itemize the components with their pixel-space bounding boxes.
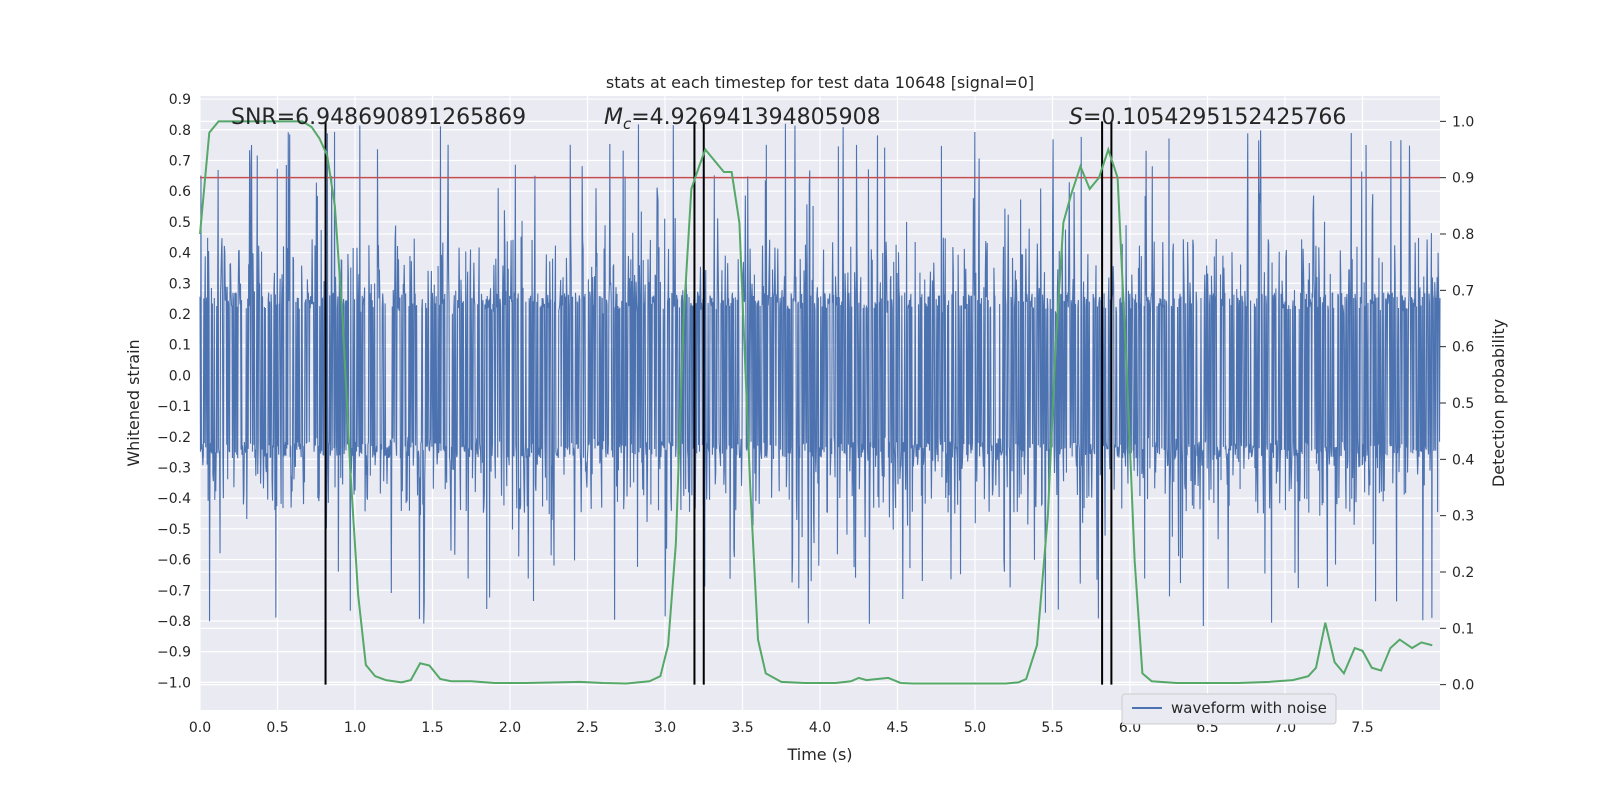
s-symbol: S [1069, 105, 1083, 130]
x-tick-label: 0.5 [266, 720, 288, 736]
noise-waveform-line [199, 123, 1441, 627]
y-tick-label: −0.7 [157, 583, 191, 599]
y-right-tick-label: 0.5 [1452, 396, 1474, 412]
y-right-tick-label: 0.1 [1452, 621, 1474, 637]
x-tick-label: 3.0 [654, 720, 676, 736]
y-right-tick-label: 0.8 [1452, 227, 1474, 243]
y-tick-label: 0.2 [169, 307, 191, 323]
x-tick-label: 0.0 [189, 720, 211, 736]
y-tick-label: −0.1 [157, 399, 191, 415]
y-tick-label: 0.4 [169, 246, 191, 262]
x-tick-label: 2.5 [576, 720, 598, 736]
legend: waveform with noise [1121, 693, 1337, 725]
s-value: =0.1054295152425766 [1083, 105, 1346, 130]
y-tick-label: −0.4 [157, 491, 191, 507]
legend-label: waveform with noise [1171, 699, 1327, 717]
x-tick-label: 5.0 [964, 720, 986, 736]
y-tick-label: 0.0 [169, 368, 191, 384]
y-tick-label: 0.6 [169, 184, 191, 200]
chart-title: stats at each timestep for test data 106… [606, 73, 1034, 92]
y-right-tick-label: 0.4 [1452, 452, 1474, 468]
x-tick-label: 5.5 [1041, 720, 1063, 736]
x-axis-label: Time (s) [786, 745, 852, 764]
probability-series [199, 120, 1433, 685]
y-tick-label: 0.5 [169, 215, 191, 231]
x-tick-label: 1.0 [344, 720, 366, 736]
mc-value: =4.926941394805908 [631, 105, 880, 130]
y-tick-label: −0.5 [157, 522, 191, 538]
y-tick-label: −0.8 [157, 614, 191, 630]
x-tick-label: 4.0 [809, 720, 831, 736]
noise-waveform [199, 123, 1441, 627]
y-tick-label: −0.2 [157, 430, 191, 446]
x-tick-label: 4.5 [886, 720, 908, 736]
y-right-tick-label: 0.6 [1452, 340, 1474, 356]
mc-annotation: Mc=4.926941394805908 [604, 105, 881, 133]
x-tick-label: 3.5 [731, 720, 753, 736]
y-tick-label: 0.1 [169, 338, 191, 354]
y-right-tick-label: 0.2 [1452, 565, 1474, 581]
snr-annotation: SNR=6.948690891265869 [231, 105, 526, 130]
y-tick-label: −0.6 [157, 553, 191, 569]
y-right-tick-label: 1.0 [1452, 114, 1474, 130]
vertical-markers [324, 121, 1113, 685]
s-annotation: S=0.1054295152425766 [1069, 105, 1346, 130]
mc-symbol: M [604, 105, 623, 130]
x-tick-label: 7.5 [1351, 720, 1373, 736]
y-axis-ticks: 0.9 0.8 0.7 0.6 0.5 0.4 0.3 0.2 0.1 0.0 −0.1 −0.2 −0… [157, 92, 191, 691]
y-right-tick-label: 0.0 [1452, 678, 1474, 694]
y-right-tick-label: 0.3 [1452, 509, 1474, 525]
y-right-tick-label: 0.7 [1452, 283, 1474, 299]
probability-line [199, 120, 1433, 685]
y-tick-label: −1.0 [157, 675, 191, 691]
x-tick-label: 1.5 [421, 720, 443, 736]
mc-subscript: c [623, 115, 632, 133]
y-tick-label: −0.9 [157, 645, 191, 661]
y-tick-label: 0.9 [169, 92, 191, 108]
y-axis-label: Whitened strain [124, 339, 143, 466]
y-right-tick-label: 0.9 [1452, 171, 1474, 187]
y-right-axis-ticks: 1.0 0.9 0.8 0.7 0.6 0.5 0.4 0.3 0.2 0.1 0.0 [1440, 114, 1474, 694]
y-tick-label: −0.3 [157, 460, 191, 476]
x-tick-label: 2.0 [499, 720, 521, 736]
legend-box [1121, 693, 1337, 725]
y-tick-label: 0.7 [169, 153, 191, 169]
y-tick-label: 0.3 [169, 276, 191, 292]
y-right-axis-label: Detection probability [1489, 319, 1508, 487]
y-tick-label: 0.8 [169, 123, 191, 139]
